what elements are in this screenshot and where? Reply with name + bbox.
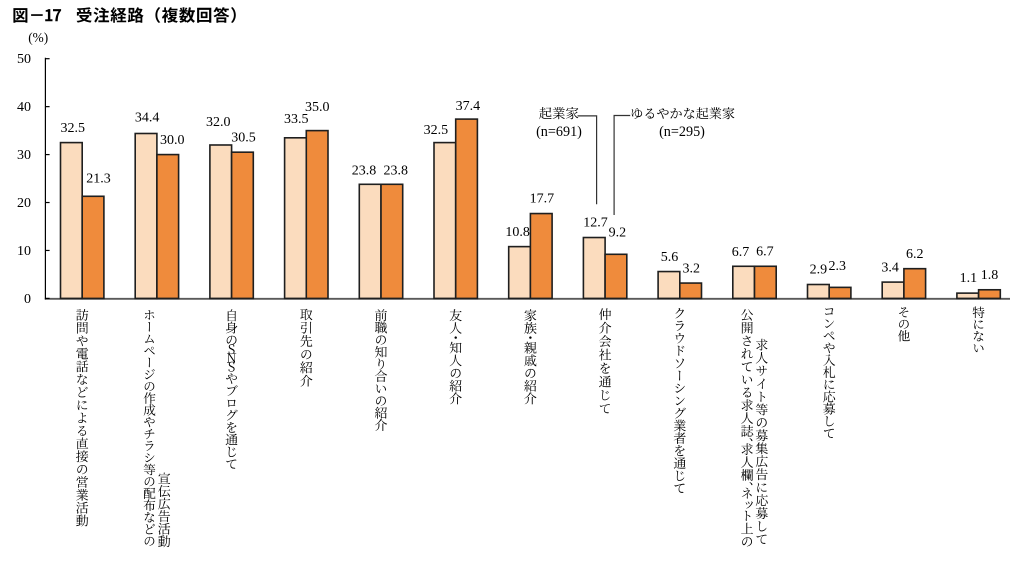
- svg-text:32.5: 32.5: [61, 121, 86, 136]
- svg-text:21.3: 21.3: [86, 172, 111, 187]
- svg-text:6.2: 6.2: [906, 247, 924, 262]
- svg-text:6.7: 6.7: [756, 245, 774, 260]
- svg-text:30.0: 30.0: [160, 133, 185, 148]
- svg-text:30.5: 30.5: [231, 130, 256, 145]
- svg-text:20: 20: [17, 196, 31, 211]
- svg-text:50: 50: [17, 52, 31, 67]
- svg-text:37.4: 37.4: [456, 99, 481, 114]
- svg-text:3.4: 3.4: [881, 260, 899, 275]
- svg-text:(%): (%): [28, 30, 48, 45]
- svg-text:40: 40: [17, 100, 31, 115]
- svg-text:5.6: 5.6: [661, 250, 679, 265]
- svg-text:23.8: 23.8: [352, 164, 377, 179]
- svg-text:17.7: 17.7: [530, 192, 555, 207]
- svg-text:32.0: 32.0: [206, 115, 231, 130]
- svg-text:1.1: 1.1: [960, 271, 978, 286]
- svg-text:12.7: 12.7: [583, 216, 608, 231]
- svg-text:6.7: 6.7: [732, 245, 750, 260]
- svg-text:2.3: 2.3: [828, 259, 846, 274]
- svg-text:2.9: 2.9: [810, 263, 828, 278]
- svg-text:3.2: 3.2: [682, 261, 700, 276]
- svg-text:(n=295): (n=295): [659, 124, 705, 140]
- svg-text:23.8: 23.8: [384, 164, 409, 179]
- svg-text:35.0: 35.0: [305, 100, 330, 115]
- svg-text:9.2: 9.2: [609, 225, 627, 240]
- svg-text:1.8: 1.8: [981, 268, 999, 283]
- svg-text:30: 30: [17, 148, 31, 163]
- svg-text:34.4: 34.4: [135, 111, 160, 126]
- svg-text:32.5: 32.5: [424, 123, 449, 138]
- svg-text:(n=691): (n=691): [536, 124, 582, 140]
- svg-text:0: 0: [24, 292, 31, 307]
- svg-text:10.8: 10.8: [505, 225, 530, 240]
- svg-text:33.5: 33.5: [284, 112, 309, 127]
- svg-text:10: 10: [17, 244, 31, 259]
